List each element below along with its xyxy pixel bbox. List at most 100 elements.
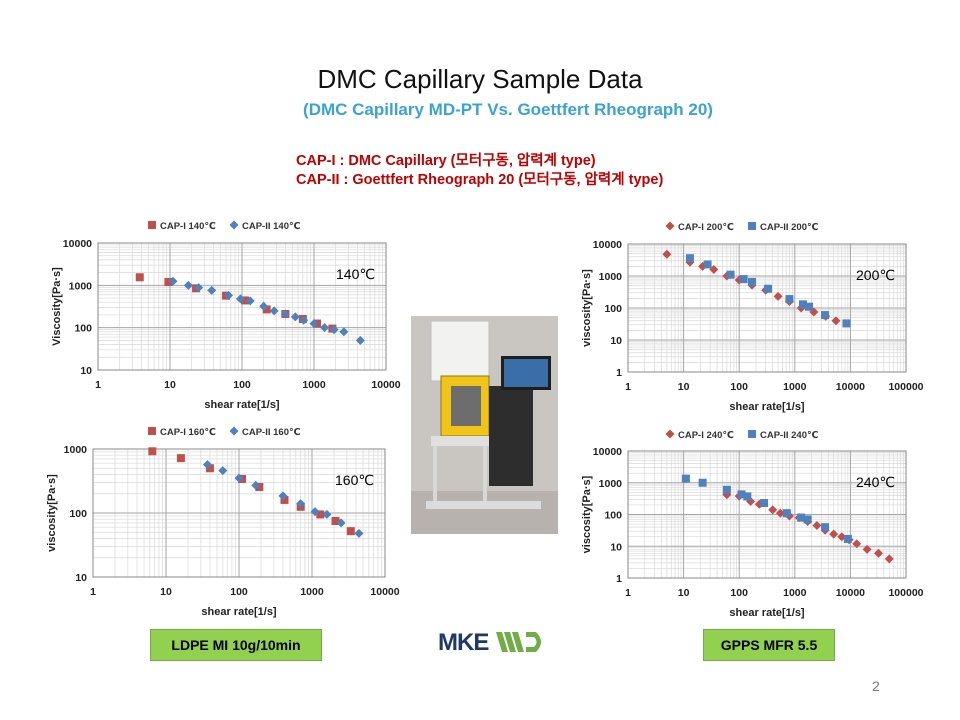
data-point	[309, 319, 319, 329]
data-point	[698, 478, 707, 487]
y-tick-label: 10	[75, 572, 87, 584]
x-tick-label: 1	[95, 379, 101, 391]
x-tick-label: 10	[160, 586, 172, 598]
data-point	[278, 491, 288, 501]
data-point	[164, 277, 173, 286]
data-point	[331, 516, 340, 525]
data-point	[831, 316, 841, 326]
gpps-material-badge: GPPS MFR 5.5	[703, 629, 835, 661]
data-point	[240, 296, 249, 305]
data-point	[662, 249, 672, 259]
x-tick-label: 10000	[836, 381, 865, 393]
data-point	[773, 291, 783, 301]
data-point	[205, 464, 214, 473]
y-tick-label: 100	[604, 510, 622, 522]
data-point	[218, 466, 228, 476]
x-axis-label: shear rate[1/s]	[204, 399, 280, 411]
data-point	[798, 300, 807, 309]
data-point	[280, 495, 289, 504]
legend-marker	[748, 430, 756, 438]
y-tick-label: 1	[616, 367, 622, 379]
data-point	[269, 306, 279, 316]
data-point	[884, 554, 894, 564]
data-point	[821, 311, 830, 320]
data-point	[336, 518, 346, 528]
data-point	[709, 264, 719, 274]
svg-text:MKE: MKE	[438, 629, 489, 656]
data-point	[168, 276, 178, 286]
x-tick-label: 100	[233, 379, 251, 391]
legend-entry: CAP-II 240℃	[760, 430, 819, 441]
data-point	[803, 515, 812, 524]
data-point	[737, 490, 746, 499]
data-point	[346, 527, 355, 536]
data-point	[235, 294, 245, 304]
x-tick-label: 10	[164, 379, 176, 391]
data-point	[259, 301, 269, 311]
data-point	[862, 544, 872, 554]
ldpe-material-badge: LDPE MI 10g/10min	[150, 629, 322, 661]
data-point	[681, 474, 690, 483]
slide-subtitle: (DMC Capillary MD-PT Vs. Goettfert Rheog…	[303, 100, 713, 119]
x-tick-label: 1000	[783, 587, 807, 599]
data-point	[176, 454, 185, 463]
data-point	[768, 505, 778, 515]
x-tick-label: 100	[730, 587, 748, 599]
data-point	[685, 254, 694, 263]
data-point	[194, 283, 204, 293]
data-point	[234, 473, 244, 483]
x-tick-label: 1000	[783, 381, 807, 393]
data-point	[829, 529, 839, 539]
y-axis-label: viscosity[Pa·s]	[581, 269, 593, 347]
data-point	[329, 325, 339, 335]
x-tick-label: 1	[625, 587, 631, 599]
mkewd-logo: MKE	[438, 629, 541, 656]
y-tick-label: 10	[80, 365, 92, 377]
legend-marker	[148, 427, 156, 435]
y-tick-label: 10000	[593, 446, 622, 458]
legend-entry: CAP-I 200℃	[678, 222, 734, 233]
data-point	[726, 270, 735, 279]
x-axis-label: shear rate[1/s]	[729, 401, 805, 413]
plot-area-border	[92, 448, 386, 578]
slide-title: DMC Capillary Sample Data	[317, 64, 643, 94]
y-tick-label: 100	[74, 323, 92, 335]
page-number: 2	[872, 678, 880, 694]
data-point	[280, 309, 290, 319]
y-axis-label: viscosity[Pa·s]	[581, 475, 593, 553]
definition-cap2: CAP-II : Goettfert Rheograph 20 (모터구동, 압…	[296, 172, 664, 188]
legend-marker	[748, 222, 756, 230]
y-tick-label: 1000	[69, 280, 93, 292]
temperature-annotation: 140℃	[336, 266, 375, 282]
data-point	[764, 284, 773, 293]
y-tick-label: 10	[610, 335, 622, 347]
data-point	[296, 499, 306, 509]
y-axis-label: viscosity[Pa·s]	[46, 474, 58, 552]
data-point	[785, 295, 794, 304]
data-point	[262, 305, 271, 314]
x-tick-label: 1	[625, 381, 631, 393]
legend-entry: CAP-II 200℃	[760, 222, 819, 233]
y-tick-label: 100	[604, 303, 622, 315]
x-tick-label: 10	[678, 587, 690, 599]
data-point	[290, 312, 300, 322]
data-point	[251, 480, 261, 490]
data-point	[148, 447, 157, 456]
legend-entry: CAP-I 140℃	[160, 221, 216, 232]
data-point	[873, 548, 883, 558]
y-tick-label: 10000	[63, 238, 92, 250]
data-point	[852, 539, 862, 549]
y-tick-label: 1000	[64, 444, 88, 456]
data-point	[743, 492, 752, 501]
data-point	[760, 499, 769, 508]
x-tick-label: 100	[730, 381, 748, 393]
y-tick-label: 1	[616, 573, 622, 585]
data-point	[339, 327, 349, 337]
plot-area-border	[627, 450, 907, 579]
legend-marker	[229, 426, 239, 436]
definition-cap1: CAP-I : DMC Capillary (모터구동, 압력계 type)	[296, 153, 596, 169]
data-point	[183, 280, 193, 290]
